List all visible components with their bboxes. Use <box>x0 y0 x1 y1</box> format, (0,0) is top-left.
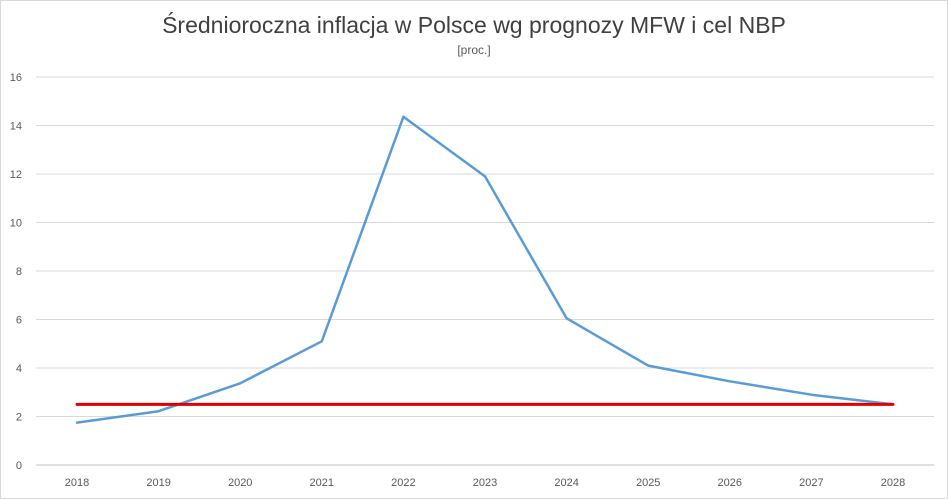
y-tick-label: 12 <box>10 169 22 181</box>
y-tick-label: 6 <box>16 315 22 327</box>
chart-subtitle: [proc.] <box>457 43 491 57</box>
x-tick-label: 2019 <box>146 477 170 489</box>
x-tick-label: 2025 <box>636 477 660 489</box>
series-line-inflation <box>75 115 895 424</box>
x-tick-label: 2021 <box>310 477 334 489</box>
x-tick-label: 2022 <box>391 477 415 489</box>
x-tick-label: 2028 <box>881 477 905 489</box>
y-tick-label: 4 <box>16 363 22 375</box>
chart-title: Średnioroczna inflacja w Polsce wg progn… <box>162 12 786 38</box>
y-tick-label: 16 <box>10 72 22 84</box>
x-tick-label: 2018 <box>65 477 89 489</box>
y-tick-label: 8 <box>16 266 22 278</box>
x-tick-label: 2024 <box>554 477 578 489</box>
y-tick-label: 2 <box>16 412 22 424</box>
y-tick-label: 0 <box>16 460 22 472</box>
x-tick-label: 2023 <box>473 477 497 489</box>
y-tick-label: 10 <box>10 218 22 230</box>
x-tick-label: 2026 <box>718 477 742 489</box>
y-tick-label: 14 <box>10 121 22 133</box>
x-tick-label: 2027 <box>799 477 823 489</box>
x-tick-label: 2020 <box>228 477 252 489</box>
